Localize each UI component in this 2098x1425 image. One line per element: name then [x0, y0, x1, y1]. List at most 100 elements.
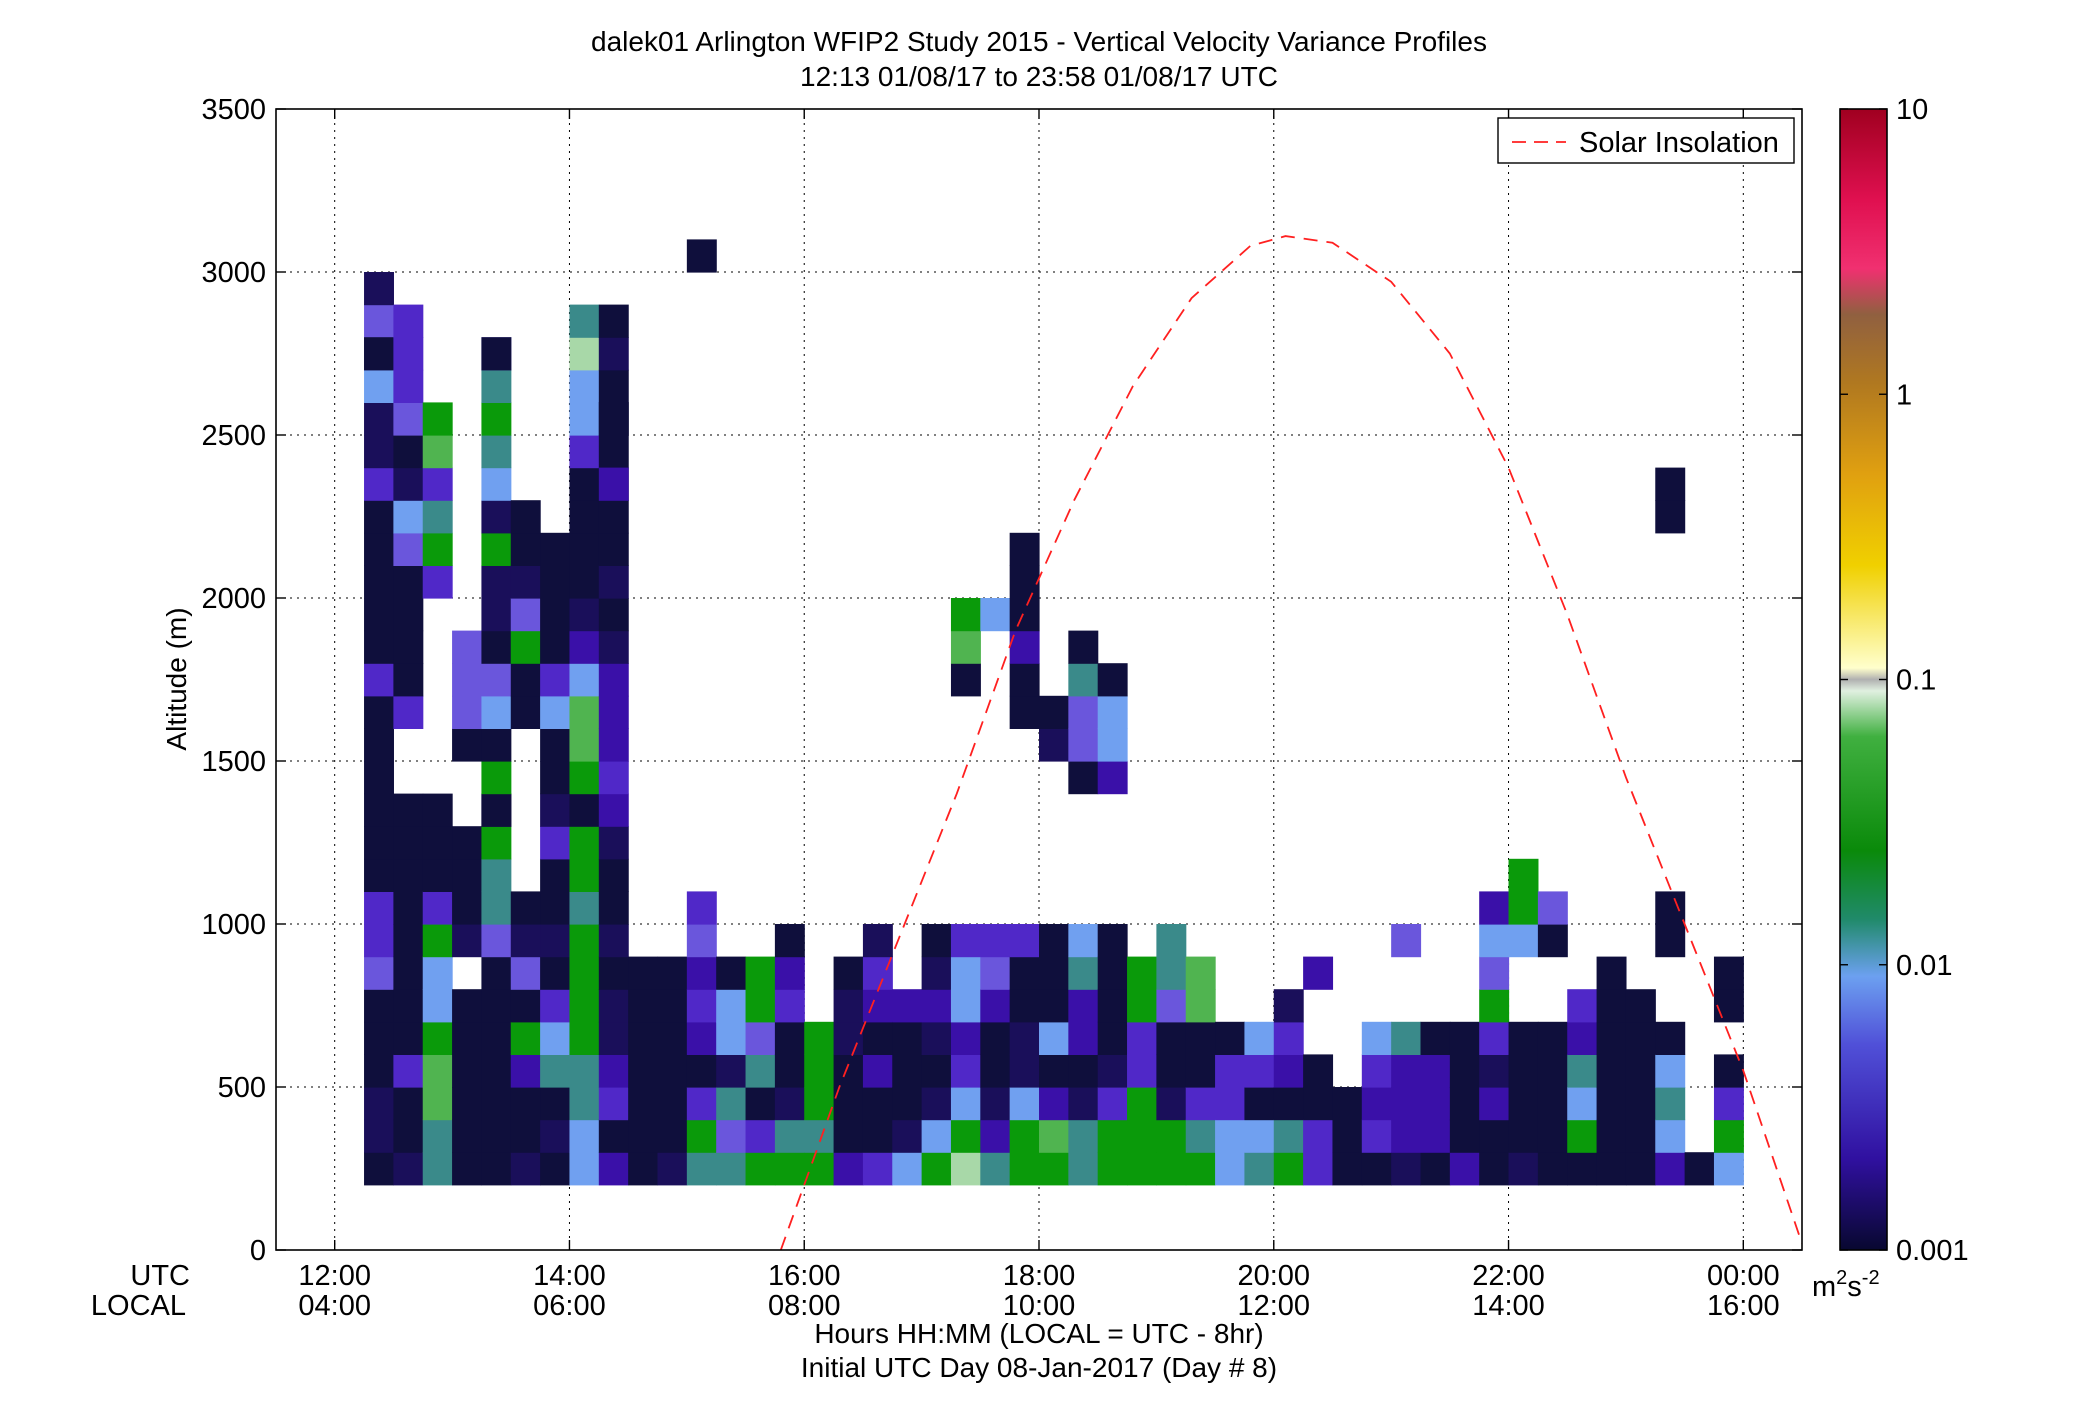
- heatmap-cell: [1567, 1087, 1598, 1121]
- heatmap-cell: [1215, 1119, 1246, 1153]
- heatmap-cell: [422, 402, 453, 436]
- heatmap-cell: [1303, 1054, 1334, 1088]
- heatmap-cell: [540, 695, 571, 729]
- heatmap-cell: [1713, 1119, 1744, 1153]
- heatmap-cell: [1097, 989, 1128, 1023]
- heatmap-cell: [1361, 1087, 1392, 1121]
- colorbar-tick-label: 0.01: [1896, 950, 1952, 982]
- heatmap-cell: [862, 1087, 893, 1121]
- heatmap-cell: [364, 1087, 394, 1121]
- heatmap-cell: [364, 728, 394, 762]
- heatmap-cell: [774, 1087, 805, 1121]
- heatmap-cell: [481, 402, 512, 436]
- heatmap-cell: [980, 1054, 1011, 1088]
- heatmap-cell: [422, 500, 453, 534]
- heatmap-cell: [422, 1087, 453, 1121]
- heatmap-cell: [393, 467, 424, 501]
- heatmap-cell: [1508, 858, 1539, 892]
- heatmap-cell: [422, 435, 453, 469]
- heatmap-cell: [364, 793, 394, 827]
- heatmap-cell: [1655, 500, 1686, 534]
- heatmap-cell: [1039, 956, 1069, 990]
- heatmap-cell: [1215, 1152, 1246, 1186]
- heatmap-cell: [892, 1054, 923, 1088]
- heatmap-cell: [1097, 956, 1128, 990]
- heatmap-cell: [1068, 630, 1099, 664]
- heatmap-cell: [393, 565, 424, 599]
- heatmap-cell: [716, 1021, 747, 1055]
- heatmap-cell: [1009, 630, 1040, 664]
- heatmap-cell: [481, 728, 512, 762]
- heatmap-cell: [481, 369, 512, 403]
- heatmap-cell: [1596, 1054, 1627, 1088]
- x-tick-label-local: 16:00: [1707, 1290, 1780, 1322]
- heatmap-cell: [540, 728, 571, 762]
- heatmap-cell: [510, 891, 541, 925]
- heatmap-cell: [1127, 1087, 1157, 1121]
- heatmap-cell: [921, 1119, 952, 1153]
- heatmap-cell: [774, 956, 805, 990]
- heatmap-cell: [598, 793, 629, 827]
- heatmap-cell: [452, 924, 483, 958]
- heatmap-cell: [598, 402, 629, 436]
- heatmap-cell: [364, 1054, 394, 1088]
- heatmap-cell: [1713, 1087, 1744, 1121]
- heatmap-cell: [452, 663, 483, 697]
- heatmap-cell: [393, 989, 424, 1023]
- heatmap-cell: [1479, 1119, 1510, 1153]
- y-ticks: 0 500 1000 1500 2000 2500 3000 3500: [201, 94, 1802, 1267]
- heatmap-cell: [452, 826, 483, 860]
- heatmap-cell: [950, 630, 981, 664]
- heatmap-cell: [1508, 1021, 1539, 1055]
- heatmap-cell: [569, 1021, 600, 1055]
- heatmap-cell: [1068, 1054, 1099, 1088]
- heatmap-cell: [598, 500, 629, 534]
- heatmap-cell: [569, 826, 600, 860]
- heatmap-cell: [481, 858, 512, 892]
- heatmap-cell: [598, 1087, 629, 1121]
- heatmap-cell: [686, 956, 717, 990]
- heatmap-cell: [686, 891, 717, 925]
- heatmap-cell: [481, 761, 512, 795]
- heatmap-cell: [422, 1119, 453, 1153]
- heatmap-cell: [628, 956, 659, 990]
- heatmap-cell: [1420, 1021, 1451, 1055]
- heatmap-cell: [1567, 1021, 1598, 1055]
- heatmap-cell: [1244, 1021, 1275, 1055]
- heatmap-cell: [628, 1152, 659, 1186]
- x-axis-label: Hours HH:MM (LOCAL = UTC - 8hr): [814, 1318, 1263, 1349]
- heatmap-cell: [892, 1087, 923, 1121]
- heatmap-cell: [452, 1054, 483, 1088]
- x-tick-label-utc: 18:00: [1003, 1260, 1076, 1292]
- heatmap-cell: [569, 891, 600, 925]
- heatmap-cell: [686, 1021, 717, 1055]
- heatmap-cell: [481, 500, 512, 534]
- heatmap-cell: [833, 1119, 864, 1153]
- heatmap-cell: [950, 1021, 981, 1055]
- heatmap-cell: [481, 467, 512, 501]
- heatmap-cell: [569, 435, 600, 469]
- heatmap-cell: [1127, 989, 1157, 1023]
- heatmap-cell: [892, 1119, 923, 1153]
- heatmap-cell: [774, 989, 805, 1023]
- heatmap-cell: [393, 858, 424, 892]
- x-tick-label-local: 14:00: [1472, 1290, 1545, 1322]
- heatmap-cell: [598, 695, 629, 729]
- heatmap-cell: [422, 467, 453, 501]
- heatmap-cell: [716, 1119, 747, 1153]
- heatmap-cell: [364, 337, 394, 371]
- heatmap-cell: [393, 532, 424, 566]
- heatmap-cell: [1332, 1119, 1363, 1153]
- heatmap-cell: [569, 858, 600, 892]
- heatmap-cell: [716, 956, 747, 990]
- chart-title: dalek01 Arlington WFIP2 Study 2015 - Ver…: [591, 26, 1487, 57]
- heatmap-cell: [364, 467, 394, 501]
- heatmap-cell: [1655, 1021, 1686, 1055]
- heatmap-cell: [540, 1087, 571, 1121]
- heatmap-cell: [1332, 1087, 1363, 1121]
- heatmap-cell: [598, 630, 629, 664]
- heatmap-cell: [569, 565, 600, 599]
- heatmap-cell: [393, 337, 424, 371]
- heatmap-cell: [1127, 1152, 1157, 1186]
- heatmap-cell: [540, 826, 571, 860]
